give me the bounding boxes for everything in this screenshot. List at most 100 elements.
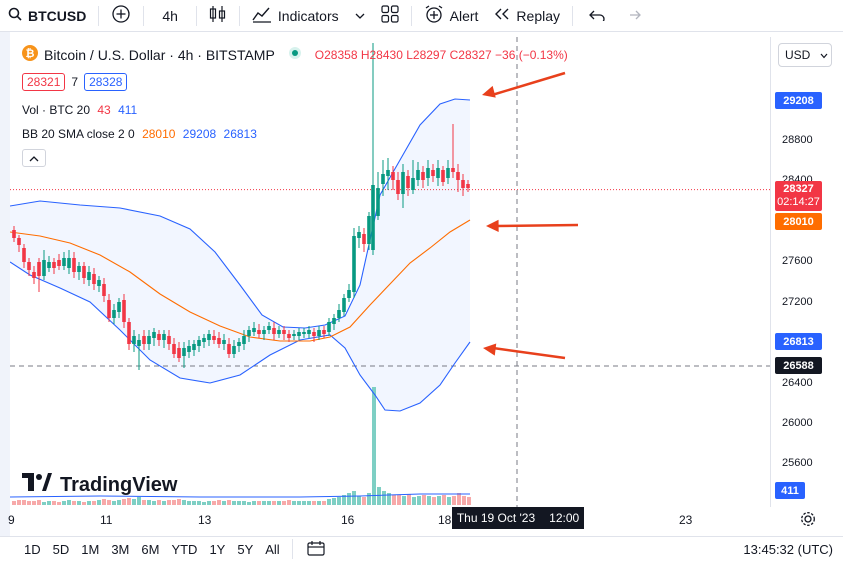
candle-body [406, 176, 410, 188]
price-tick: 27200 [782, 296, 813, 308]
candle-body [22, 248, 26, 262]
collapse-legend-button[interactable] [22, 149, 46, 167]
volume-bar [307, 501, 311, 505]
undo-button[interactable] [577, 0, 617, 32]
candle-body [87, 272, 91, 280]
volume-bar [102, 499, 106, 505]
annotation-arrow-shaft [492, 346, 566, 360]
annotation-arrow-head [483, 343, 497, 356]
range-ytd-button[interactable]: YTD [171, 541, 198, 557]
range-1m-button[interactable]: 1M [81, 541, 100, 557]
candle-body [167, 336, 171, 344]
go-to-date-button[interactable] [307, 540, 325, 559]
buy-price-button[interactable]: 28328 [84, 73, 128, 91]
settings-button[interactable] [800, 511, 816, 532]
replay-label: Replay [516, 7, 561, 24]
candle-body [277, 330, 281, 334]
candle-body [391, 172, 395, 180]
volume-bar [467, 497, 471, 505]
divider [238, 5, 240, 26]
bb-mid-price-tag: 28010 [775, 213, 822, 230]
volume-bar [252, 501, 256, 505]
range-5d-button[interactable]: 5D [52, 541, 70, 557]
range-all-button[interactable]: All [265, 541, 280, 557]
currency-select[interactable]: USD [778, 43, 832, 67]
volume-bar [427, 496, 431, 505]
bb-legend: BB 20 SMA close 2 0 28010 29208 26813 [22, 127, 257, 141]
volume-bar [242, 501, 246, 505]
price-tick: 25600 [782, 457, 813, 469]
range-1d-button[interactable]: 1D [24, 541, 41, 557]
volume-value-a: 43 [97, 103, 111, 117]
candle-body [347, 290, 351, 298]
high-value: H28430 [360, 47, 403, 62]
chevron-up-icon [29, 149, 39, 167]
volume-bar [137, 497, 141, 505]
last-price-value: 28327 [783, 183, 814, 195]
volume-bar [437, 496, 441, 505]
time-tick: 23 [679, 513, 693, 527]
range-5y-button[interactable]: 5Y [237, 541, 254, 557]
candle-body [192, 344, 196, 350]
replay-button[interactable]: Replay [486, 0, 568, 32]
volume-bar [87, 501, 91, 505]
range-1y-button[interactable]: 1Y [209, 541, 226, 557]
candle-body [267, 326, 271, 330]
indicators-button[interactable]: Indicators [244, 0, 347, 32]
layout-button[interactable] [373, 0, 407, 32]
volume-bar [172, 500, 176, 505]
candle-body [197, 340, 201, 346]
candle-body [52, 262, 56, 268]
divider [195, 5, 197, 26]
candle-body [446, 168, 450, 178]
candle-body [57, 260, 61, 266]
volume-bar [232, 501, 236, 505]
gear-icon [800, 512, 816, 531]
volume-bar [222, 501, 226, 505]
bollinger-upper-band [10, 98, 471, 329]
symbol-title: Bitcoin / U.S. Dollar · 4h · BITSTAMP [44, 46, 275, 63]
rewind-icon [494, 7, 510, 24]
interval-button[interactable]: 4h [162, 7, 178, 24]
candle-body [297, 332, 301, 336]
candle-body [222, 340, 226, 344]
range-3m-button[interactable]: 3M [111, 541, 130, 557]
symbol-search[interactable]: BTCUSD [0, 0, 94, 32]
candle-body [177, 348, 181, 358]
bb-upper-value: 29208 [182, 127, 217, 141]
add-circle-icon [111, 4, 131, 27]
annotation-arrow-shaft [495, 223, 579, 228]
volume-bar [462, 496, 466, 505]
price-tick: 26000 [782, 417, 813, 429]
volume-bar [82, 502, 86, 505]
chart-type-button[interactable] [201, 0, 235, 32]
volume-bar [97, 500, 101, 505]
candle-body [352, 236, 356, 292]
time-axis[interactable] [10, 507, 770, 535]
utc-clock[interactable]: 13:45:32 (UTC) [743, 541, 833, 557]
compare-button[interactable] [103, 0, 139, 32]
candle-body [27, 262, 31, 270]
crosshair-date: Thu 19 Oct '23 [456, 511, 536, 525]
price-chart[interactable] [10, 37, 843, 525]
svg-text:₿: ₿ [26, 48, 35, 60]
volume-bar [257, 501, 261, 505]
alert-button[interactable]: Alert [416, 0, 487, 32]
chevron-down-icon[interactable] [347, 0, 373, 32]
redo-button[interactable] [617, 0, 649, 32]
volume-bar [407, 494, 411, 505]
candle-body [332, 318, 336, 324]
range-6m-button[interactable]: 6M [141, 541, 160, 557]
sell-price-button[interactable]: 28321 [22, 73, 66, 91]
price-scale[interactable] [770, 37, 843, 507]
redo-icon [625, 8, 641, 24]
candle-body [102, 284, 106, 296]
volume-bar [272, 501, 276, 505]
alert-label: Alert [449, 7, 479, 24]
volume-price-tag: 411 [775, 482, 805, 499]
crosshair-time: 12:00 [549, 511, 580, 525]
annotation-arrow-shaft [491, 71, 566, 97]
tradingview-logo[interactable]: TradingView [22, 473, 177, 497]
bb-lower-value: 26813 [223, 127, 257, 141]
candle-body [172, 344, 176, 354]
